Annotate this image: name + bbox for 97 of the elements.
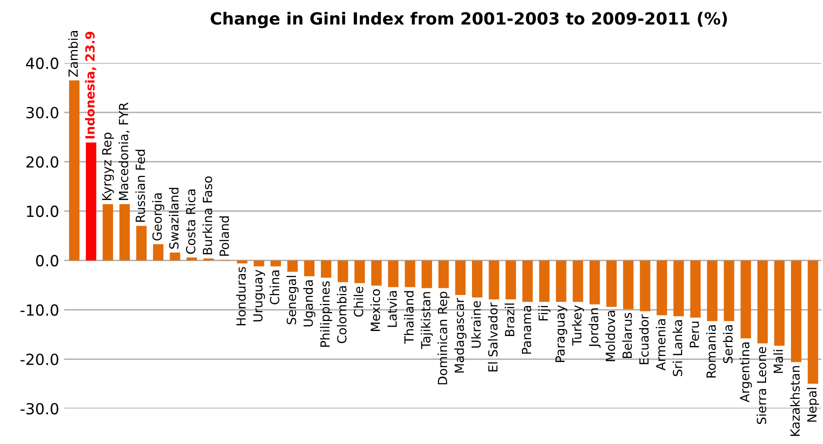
bar (506, 260, 516, 300)
bar (338, 260, 348, 282)
x-tick-label: Mexico (370, 289, 380, 331)
bar (572, 260, 584, 302)
x-tick-label: Ukraine (471, 301, 481, 348)
bar (86, 142, 96, 260)
bar (539, 260, 550, 302)
x-tick-label: Jordan (588, 308, 601, 348)
x-tick-label: Sri Lanka (672, 320, 682, 376)
x-tick-label: Thailand (404, 291, 414, 344)
bar (724, 260, 734, 322)
bar (320, 260, 332, 278)
bar (640, 260, 650, 312)
x-tick-label: Indonesia, 23.9 (85, 32, 96, 138)
bar (623, 260, 634, 310)
x-tick-label: Panama (522, 306, 532, 354)
bar (136, 226, 147, 260)
y-tick-label: 30.0 (26, 106, 58, 118)
bar (304, 260, 315, 276)
bar (774, 260, 785, 346)
bar (455, 260, 466, 295)
y-tick-label: 0.0 (36, 254, 58, 266)
x-tick-label: Uganda (303, 280, 316, 326)
bar (254, 260, 264, 266)
x-tick-label: Fiji (538, 306, 550, 320)
bar (757, 260, 768, 344)
y-tick-label: 10.0 (26, 206, 58, 218)
x-tick-label: Brazil (504, 304, 514, 336)
x-tick-label: Kazakhstan (790, 366, 800, 436)
x-tick-label: Zambia (68, 31, 78, 77)
bar (673, 260, 684, 316)
x-tick-label: Burkina Faso (202, 176, 212, 254)
bar (153, 244, 164, 260)
x-tick-label: Ecuador (639, 314, 649, 364)
bar (69, 80, 80, 260)
bar (102, 204, 114, 260)
x-tick-label: Moldova (605, 310, 616, 362)
bar (422, 260, 432, 288)
bar (590, 260, 600, 304)
x-tick-label: Turkey (572, 305, 584, 346)
bar (556, 260, 566, 302)
bar (488, 260, 500, 300)
x-tick-label: Tajikistan (420, 292, 433, 349)
x-tick-label: Peru (690, 322, 700, 348)
y-tick-label: 20.0 (26, 156, 58, 168)
bar (270, 260, 281, 266)
x-tick-label: Philippines (320, 281, 332, 347)
y-tick-label: -20.0 (20, 354, 58, 366)
x-tick-label: Russian Fed (135, 150, 146, 222)
bar (170, 252, 180, 260)
bar (404, 260, 416, 288)
bar (740, 260, 752, 338)
bar (438, 260, 449, 288)
x-tick-label: Georgia (152, 193, 164, 240)
y-tick-label: -10.0 (20, 304, 58, 316)
bar (790, 260, 802, 362)
x-tick-label: Nepal (806, 388, 820, 422)
x-tick-label: Senegal (286, 276, 299, 324)
x-tick-label: Romania (706, 325, 716, 378)
x-tick-label: Honduras (236, 266, 246, 326)
x-tick-label: Mali (773, 350, 784, 373)
x-tick-label: Colombia (336, 286, 347, 344)
bar (522, 260, 533, 302)
x-tick-label: Poland (219, 216, 229, 256)
bar (808, 260, 818, 384)
x-tick-label: Swaziland (168, 188, 179, 249)
chart-title: Change in Gini Index from 2001-2003 to 2009-2011 (%) (210, 12, 727, 28)
x-tick-label: Sierra Leone (756, 346, 766, 424)
x-tick-label: Macedonia, FYR (118, 102, 130, 200)
x-tick-label: Armenia (656, 319, 666, 370)
bar (287, 260, 298, 272)
x-tick-label: Paraguay (555, 305, 568, 362)
x-tick-label: Dominican Rep (438, 292, 450, 384)
x-tick-label: Costa Rica (186, 190, 196, 254)
bar (186, 257, 197, 260)
x-tick-label: Chile (354, 286, 364, 317)
bar (690, 260, 701, 318)
x-tick-label: China (270, 270, 280, 304)
bar (388, 260, 398, 288)
bar (606, 260, 617, 307)
y-tick-label: -30.0 (20, 402, 58, 414)
x-tick-label: Madagascar (454, 298, 466, 373)
bar (707, 260, 718, 322)
x-tick-label: Kyrgyz Rep (102, 132, 114, 200)
bar (354, 260, 365, 284)
x-tick-label: Argentina (740, 342, 752, 402)
x-tick-label: Latvia (387, 291, 397, 327)
x-tick-label: El Salvador (488, 302, 498, 372)
x-tick-label: Uruguay (253, 270, 265, 322)
y-tick-label: 40.0 (26, 58, 58, 70)
bar (236, 260, 248, 264)
x-tick-label: Belarus (622, 312, 632, 358)
bar (472, 260, 482, 298)
bar (371, 260, 382, 286)
bar (656, 260, 668, 316)
x-tick-label: Serbia (722, 325, 733, 364)
bar (119, 204, 130, 260)
